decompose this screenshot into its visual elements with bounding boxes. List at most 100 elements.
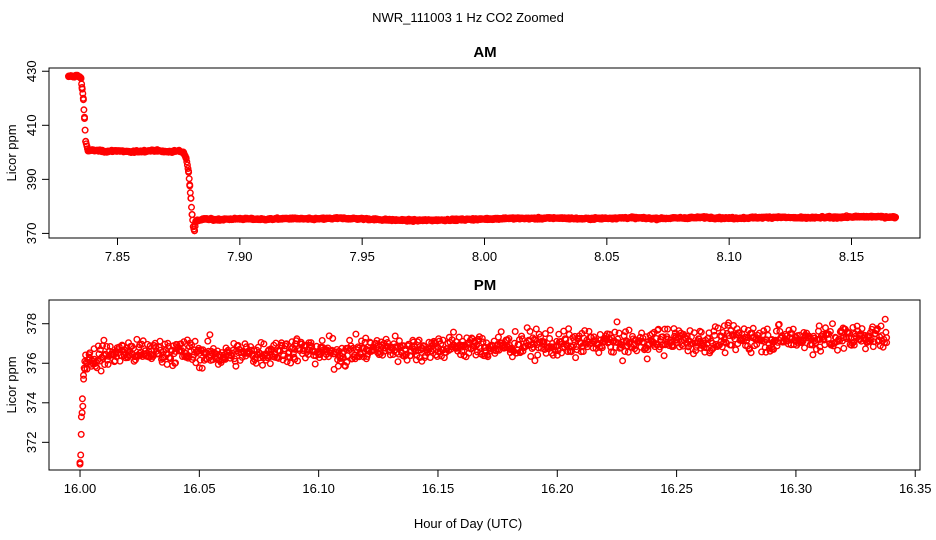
- pm-data-point: [881, 315, 889, 323]
- pm-data-point: [572, 354, 580, 362]
- pm-data-point: [76, 459, 84, 467]
- pm-data-point: [613, 318, 621, 326]
- pm-xtick-label: 16.05: [183, 481, 216, 496]
- pm-xtick-label: 16.15: [422, 481, 455, 496]
- pm-xtick-label: 16.20: [541, 481, 574, 496]
- pm-data-point: [714, 324, 722, 332]
- am-data-point: [78, 85, 86, 93]
- pm-data-point: [826, 328, 834, 336]
- pm-data-point: [515, 340, 523, 348]
- pm-data-point: [773, 342, 781, 350]
- pm-data-point: [625, 326, 633, 334]
- pm-data-point: [718, 332, 726, 340]
- pm-data-point: [695, 335, 703, 343]
- pm-data-point: [660, 352, 668, 360]
- pm-data-point: [511, 328, 519, 336]
- am-data-point: [185, 175, 193, 183]
- pm-data-point: [78, 409, 86, 417]
- am-xtick-label: 8.00: [472, 249, 497, 264]
- am-xtick-label: 8.15: [839, 249, 864, 264]
- pm-data-point: [799, 337, 807, 345]
- pm-data-point: [570, 336, 578, 344]
- pm-data-point: [77, 430, 85, 438]
- pm-data-point: [541, 330, 549, 338]
- am-ytick-label: 390: [24, 168, 39, 190]
- pm-data-point: [708, 346, 716, 354]
- pm-data-point: [426, 354, 434, 362]
- panel-am: AM Licor ppm 7.85 7.90 7.95 8.00 8.05 8.10 8.1…: [4, 44, 921, 264]
- am-data-point: [187, 203, 195, 211]
- pm-data-point: [504, 336, 512, 344]
- pm-data-point: [273, 353, 281, 361]
- pm-data-point: [191, 337, 199, 345]
- pm-data-point: [478, 334, 486, 342]
- pm-data-point: [643, 355, 651, 363]
- am-data-point: [183, 158, 191, 166]
- pm-data-point: [167, 355, 175, 363]
- panel-pm-frame: [48, 299, 921, 471]
- pm-ytick-label: 378: [24, 313, 39, 335]
- pm-axes: 16.00 16.05 16.10 16.15 16.20 16.25 16.30 16.35…: [24, 313, 932, 496]
- pm-data-point: [391, 332, 399, 340]
- pm-data-point: [341, 362, 349, 370]
- pm-data-point: [531, 357, 539, 365]
- pm-data-point: [684, 347, 692, 355]
- pm-data-point: [91, 362, 99, 370]
- pm-ytick-label: 376: [24, 352, 39, 374]
- x-axis-label: Hour of Day (UTC): [414, 516, 522, 531]
- panel-am-title: AM: [473, 44, 496, 61]
- pm-data-point: [476, 344, 484, 352]
- pm-data-point: [820, 336, 828, 344]
- pm-xtick-label: 16.35: [899, 481, 932, 496]
- pm-data-point: [104, 360, 112, 368]
- pm-data-point: [836, 337, 844, 345]
- pm-data-point: [439, 336, 447, 344]
- pm-data-point: [180, 338, 188, 346]
- am-data-point: [190, 227, 198, 235]
- pm-data-point: [562, 336, 570, 344]
- pm-data-point: [721, 349, 729, 357]
- am-data-point: [184, 164, 192, 172]
- pm-data-point: [883, 339, 891, 347]
- pm-data-point: [849, 324, 857, 332]
- pm-data-point: [293, 335, 301, 343]
- am-data-point: [79, 96, 87, 104]
- pm-data-point: [762, 348, 770, 356]
- pm-data-point: [775, 320, 783, 328]
- pm-data-point: [518, 335, 526, 343]
- pm-data-point: [346, 336, 354, 344]
- pm-data-point: [749, 324, 757, 332]
- pm-data-point: [565, 325, 573, 333]
- pm-data-point: [526, 327, 534, 335]
- pm-data-point: [772, 327, 780, 335]
- pm-ytick-label: 372: [24, 431, 39, 453]
- am-data-point: [186, 182, 194, 190]
- pm-data-point: [622, 328, 630, 336]
- pm-data-point: [877, 322, 885, 330]
- pm-data-point: [266, 360, 274, 368]
- am-data-point: [183, 161, 191, 169]
- am-data-point: [81, 126, 89, 134]
- pm-data-point: [100, 336, 108, 344]
- pm-data-point: [156, 337, 164, 345]
- pm-data-point: [815, 322, 823, 330]
- am-data-point: [188, 211, 196, 219]
- pm-data-point: [788, 330, 796, 338]
- pm-ytick-label: 374: [24, 392, 39, 414]
- pm-data-point: [79, 371, 87, 379]
- pm-data-point: [159, 354, 167, 362]
- pm-data-point: [621, 348, 629, 356]
- pm-data-point: [761, 344, 769, 352]
- pm-data-point: [77, 413, 85, 421]
- pm-data-point: [763, 325, 771, 333]
- pm-data-point: [457, 351, 465, 359]
- pm-data-point: [329, 334, 337, 342]
- pm-data-point: [80, 375, 88, 383]
- pm-data-point: [415, 336, 423, 344]
- am-ytick-label: 410: [24, 114, 39, 136]
- pm-data-point: [747, 349, 755, 357]
- pm-data-point: [664, 325, 672, 333]
- pm-data-point: [746, 345, 754, 353]
- pm-data-point: [505, 335, 513, 343]
